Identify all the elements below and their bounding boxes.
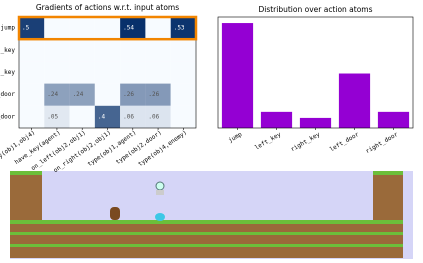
row-label: right_key	[0, 69, 15, 76]
cell-label: .26	[123, 91, 134, 98]
x-tick-label: left_key	[254, 131, 283, 152]
heatmap-cell	[44, 17, 70, 40]
heatmap-cell	[19, 17, 45, 40]
bar	[221, 23, 254, 129]
left-wall	[10, 171, 42, 221]
heatmap-cell	[170, 61, 196, 84]
heatmap-cell	[120, 83, 146, 106]
cell-label: .24	[73, 91, 84, 98]
heatmap-cell	[120, 39, 146, 62]
bar	[338, 73, 371, 128]
agent-body	[156, 190, 164, 195]
cell-label: .06	[123, 113, 134, 120]
heatmap-cell	[19, 39, 45, 62]
x-tick-label: right_door	[364, 131, 399, 155]
right-wall	[373, 171, 403, 221]
heatmap-cell	[44, 61, 70, 84]
heatmap-cell	[19, 83, 45, 106]
heatmap-cell	[94, 83, 121, 106]
x-tick-label: jump	[227, 131, 243, 144]
heatmap-cell	[94, 61, 121, 84]
frame	[217, 16, 414, 129]
cell-label: .54	[123, 25, 134, 32]
heatmap-cell	[44, 105, 70, 128]
x-tick-label: right_key	[290, 131, 322, 154]
heatmap-cell	[69, 39, 95, 62]
cell-label: .26	[148, 91, 159, 98]
heatmap-cell	[19, 105, 45, 128]
door	[110, 207, 120, 220]
heatmap-cell	[145, 17, 171, 40]
highlight-box	[17, 15, 198, 41]
bar	[377, 111, 410, 128]
heatmap-cell	[120, 17, 146, 40]
heatmap-cell	[69, 17, 95, 40]
ground	[10, 220, 403, 258]
row-label: left_key	[0, 47, 15, 54]
heatmap-cell	[170, 39, 196, 62]
row-label: jump	[1, 25, 16, 32]
row-label: right_door	[0, 113, 15, 120]
heatmap-cell	[170, 83, 196, 106]
heatmap-cell	[69, 61, 95, 84]
cell-label: .05	[47, 113, 58, 120]
game-screenshot	[10, 171, 413, 259]
heatmap-cell	[94, 105, 121, 128]
heatmap-cell	[120, 61, 146, 84]
heatmap-cell	[145, 61, 171, 84]
left-wall-grass	[10, 171, 42, 175]
cell-label: .24	[47, 91, 58, 98]
heatmap-cell	[145, 105, 171, 128]
ground-grass	[10, 220, 403, 224]
heatmap-cell	[69, 83, 95, 106]
cell-label: .06	[148, 113, 159, 120]
heatmap-cell	[69, 105, 95, 128]
heatmap-cell	[94, 39, 121, 62]
cell-label: .5	[22, 25, 30, 32]
bar	[260, 111, 293, 128]
ground-stripe	[10, 232, 403, 235]
heatmap-cell	[145, 83, 171, 106]
cell-label: .4	[98, 113, 106, 120]
heatmap-cell	[170, 105, 196, 128]
row-label: left_door	[0, 91, 15, 98]
heatmap-cell	[145, 39, 171, 62]
cell-label: .53	[174, 25, 185, 32]
heatmap-cell	[44, 39, 70, 62]
enemy	[155, 213, 165, 221]
ground-stripe	[10, 244, 403, 247]
agent	[155, 181, 165, 191]
heatmap-cell	[44, 83, 70, 106]
heatmap-cell	[94, 17, 121, 40]
heatmap-cell	[120, 105, 146, 128]
chart-title: Gradients of actions w.r.t. input atoms	[36, 3, 179, 12]
chart-title: Distribution over action atoms	[258, 5, 372, 14]
right-wall-grass	[373, 171, 403, 175]
bar	[299, 117, 332, 128]
x-tick-label: left_door	[329, 131, 361, 154]
heatmap-cell	[19, 61, 45, 84]
heatmap-cell	[170, 17, 196, 40]
